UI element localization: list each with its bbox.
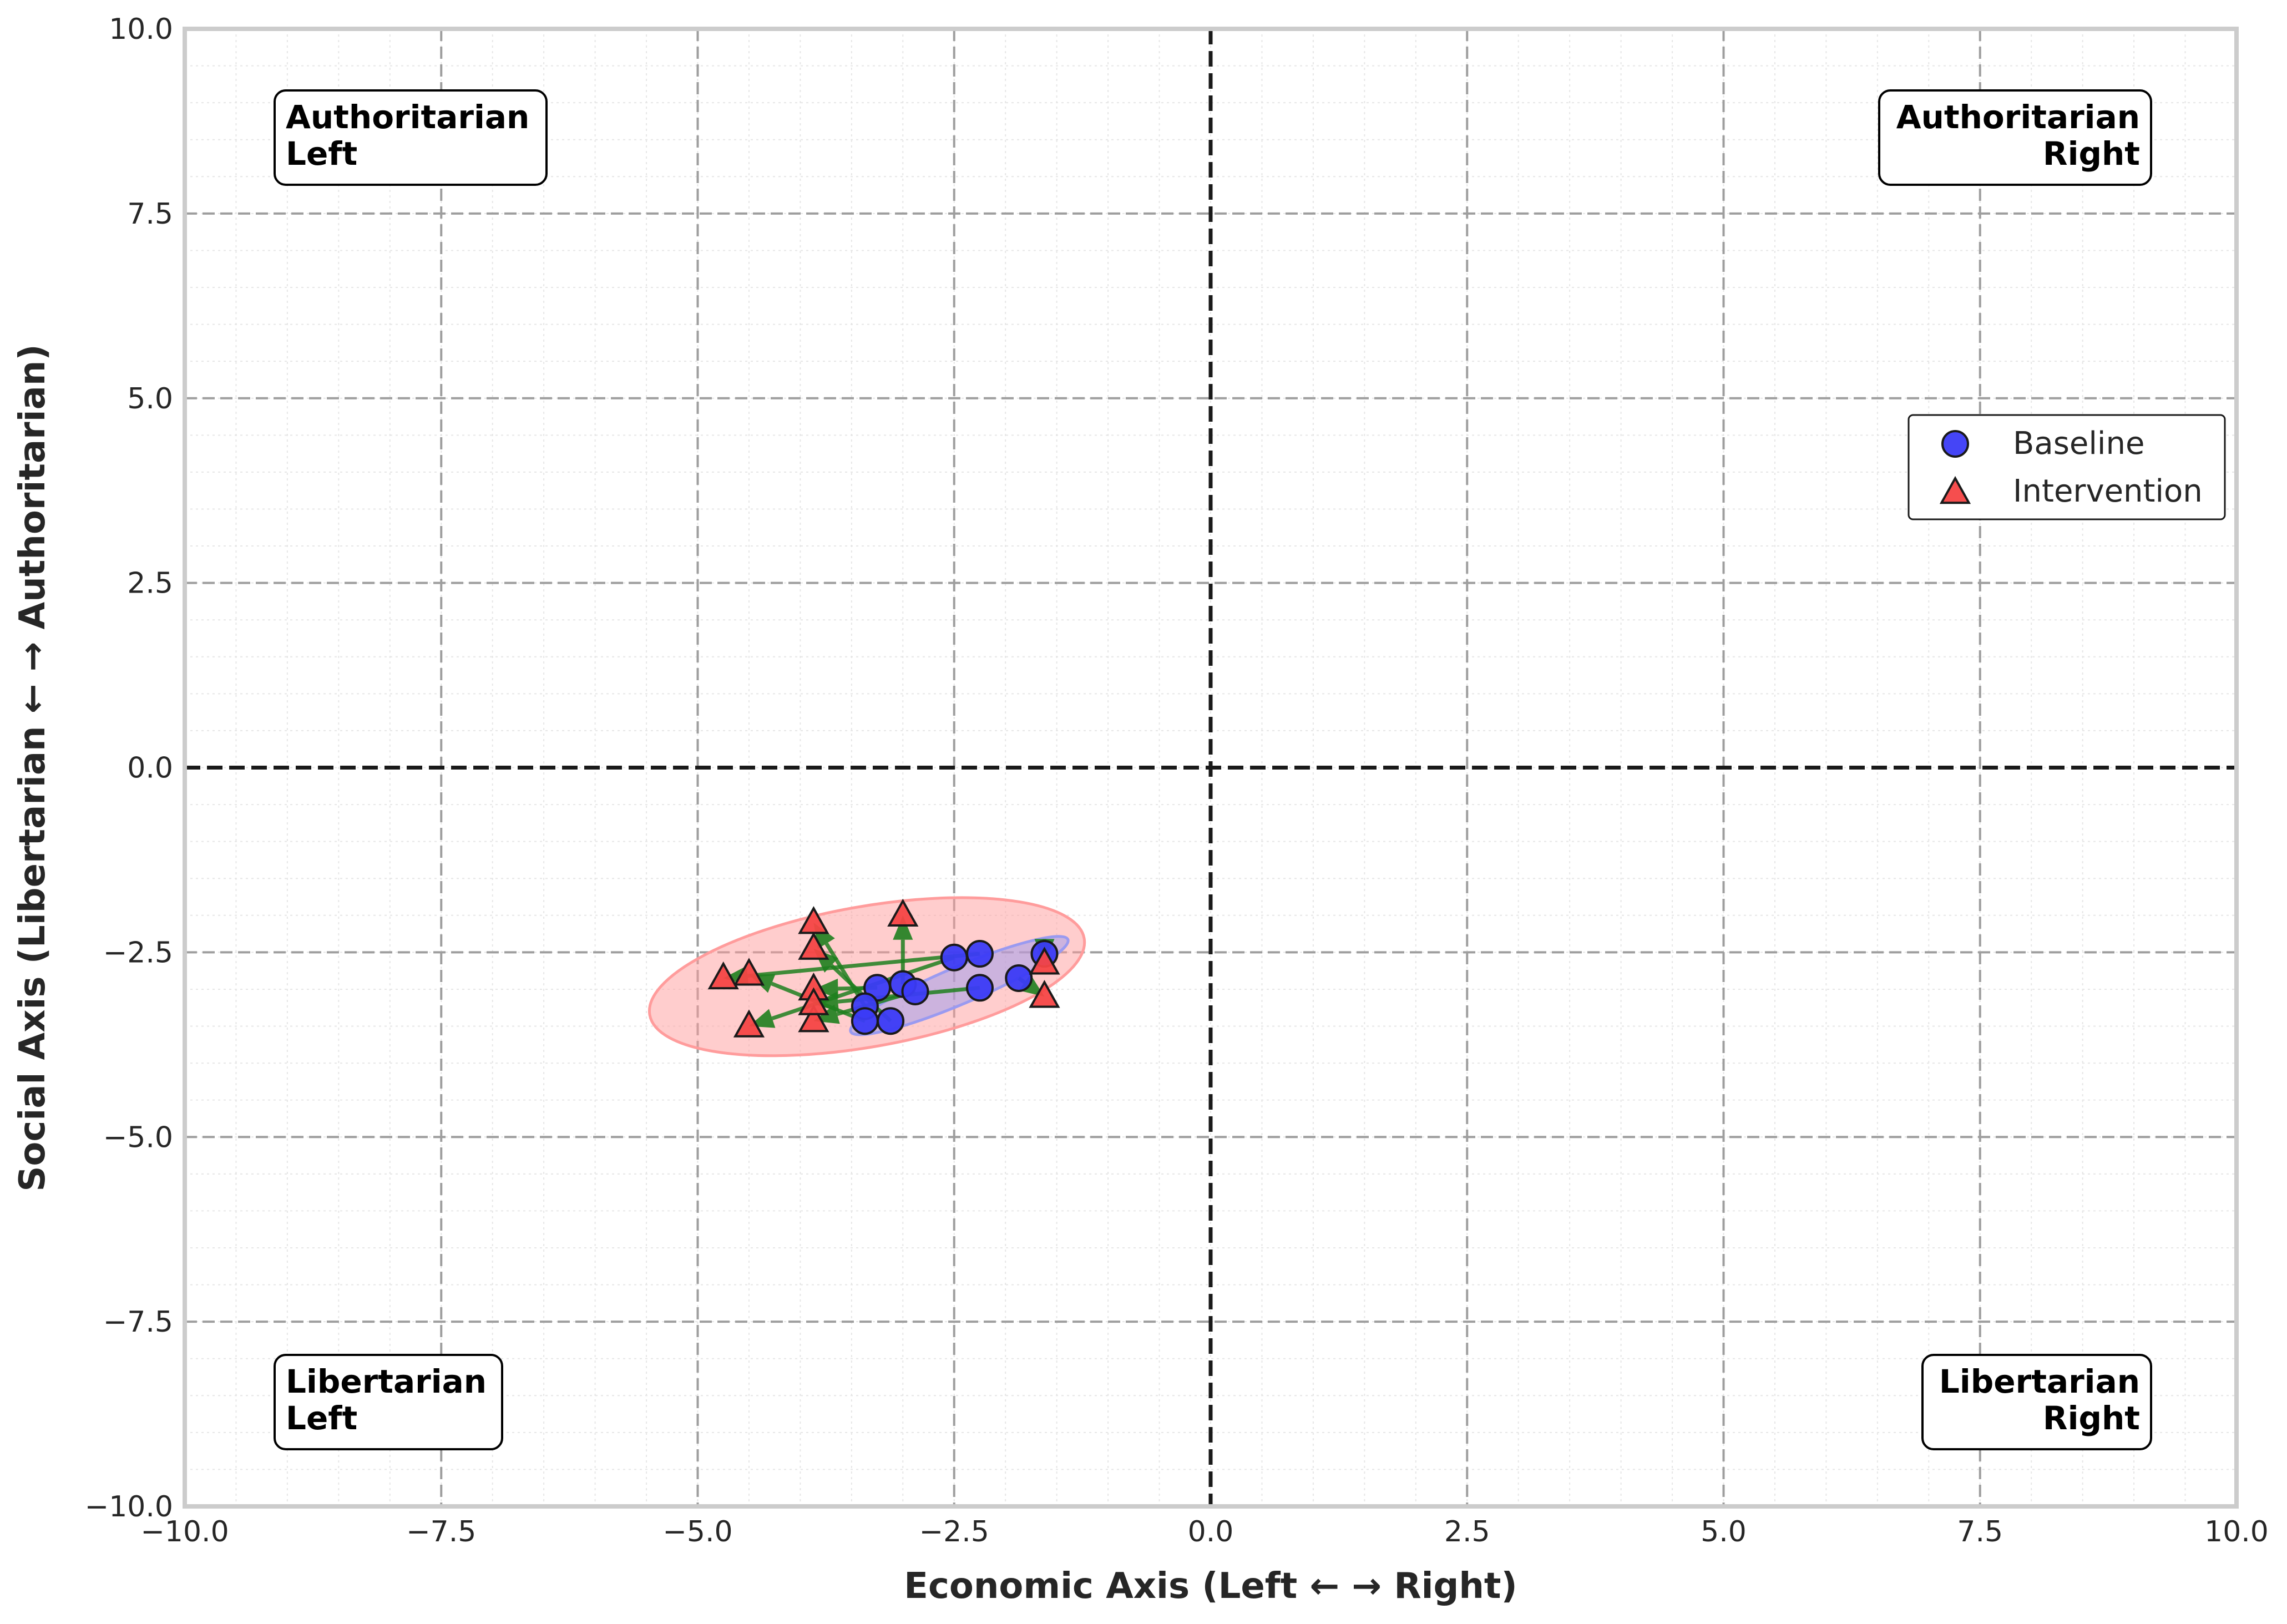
zero-lines: [185, 29, 2237, 1506]
confidence-ellipse-intervention: [647, 896, 1086, 1058]
x-tick-label: −10.0: [140, 1515, 229, 1549]
quadrant-label-box: [274, 89, 548, 186]
y-tick-label: 5.0: [127, 382, 173, 416]
y-tick-label: 2.5: [127, 567, 173, 600]
y-axis-title: Social Axis (Libertarian ← → Authoritari…: [12, 344, 53, 1191]
x-axis-title: Economic Axis (Left ← → Right): [904, 1566, 1517, 1607]
intervention-point: [887, 898, 919, 927]
quadrant-label-box: [1921, 1354, 2152, 1450]
shift-arrow-head: [813, 978, 838, 999]
quadrant-label-text: Right: [2043, 135, 2140, 173]
baseline-point: [877, 1007, 905, 1035]
confidence-ellipses: [647, 896, 1086, 1058]
intervention-point: [1029, 947, 1060, 975]
quadrant-label-text: Left: [286, 135, 357, 173]
y-tick-label: −5.0: [103, 1121, 173, 1154]
baseline-point: [965, 940, 994, 968]
legend-baseline-marker: [1941, 430, 1969, 458]
quadrant-label-box: [274, 1354, 503, 1450]
quadrant-label-text: Libertarian: [286, 1363, 487, 1400]
quadrant-label-text: Libertarian: [1939, 1363, 2140, 1400]
quadrant-label-text: Left: [286, 1399, 357, 1437]
intervention-point: [1029, 980, 1060, 1008]
shift-arrow-head: [893, 915, 913, 940]
quadrant-label-text: Right: [2043, 1399, 2140, 1437]
x-tick-label: −7.5: [406, 1515, 476, 1549]
x-tick-label: 7.5: [1957, 1515, 2003, 1549]
data-points: [707, 898, 1060, 1038]
x-tick-label: −2.5: [919, 1515, 989, 1549]
intervention-point: [798, 932, 829, 960]
baseline-point: [965, 974, 994, 1002]
quadrant-label-text: Authoritarian: [1896, 98, 2140, 136]
baseline-point: [940, 943, 968, 972]
y-tick-label: −2.5: [103, 936, 173, 969]
legend: Baseline Intervention: [1907, 414, 2226, 520]
shift-arrow-head: [1019, 974, 1045, 997]
legend-baseline-label: Baseline: [2013, 426, 2144, 462]
plot-frame: [183, 27, 2239, 1509]
legend-box: [1907, 414, 2226, 520]
y-tick-labels: −10.0 −7.5 −5.0 −2.5 0.0 2.5 5.0 7.5 10.0: [85, 13, 173, 1524]
x-tick-label: 0.0: [1188, 1515, 1234, 1549]
baseline-point: [901, 977, 929, 1005]
x-tick-label: −5.0: [662, 1515, 732, 1549]
intervention-point: [798, 1004, 829, 1033]
shift-arrow-head: [813, 991, 839, 1012]
y-tick-label: 0.0: [127, 752, 173, 785]
x-tick-label: 2.5: [1444, 1515, 1490, 1549]
quadrant-labels: AuthoritarianLeftAuthoritarianRightLiber…: [274, 89, 2152, 1450]
intervention-point: [733, 1009, 765, 1038]
baseline-point: [1005, 964, 1033, 992]
x-tick-label: 10.0: [2204, 1515, 2269, 1549]
quadrant-label-text: Authoritarian: [286, 98, 529, 136]
y-tick-label: −10.0: [85, 1490, 173, 1524]
intervention-point: [707, 961, 739, 990]
x-tick-labels: −10.0 −7.5 −5.0 −2.5 0.0 2.5 5.0 7.5 10.0: [140, 1515, 2269, 1549]
y-tick-label: 10.0: [109, 13, 173, 46]
legend-intervention-label: Intervention: [2013, 473, 2203, 509]
quadrant-label-box: [1878, 89, 2152, 186]
y-tick-label: −7.5: [103, 1306, 173, 1339]
legend-intervention-marker: [1939, 475, 1971, 504]
x-tick-label: 5.0: [1701, 1515, 1747, 1549]
baseline-point: [851, 1007, 879, 1035]
y-tick-label: 7.5: [127, 198, 173, 231]
intervention-point: [733, 958, 765, 986]
intervention-point: [798, 987, 829, 1015]
